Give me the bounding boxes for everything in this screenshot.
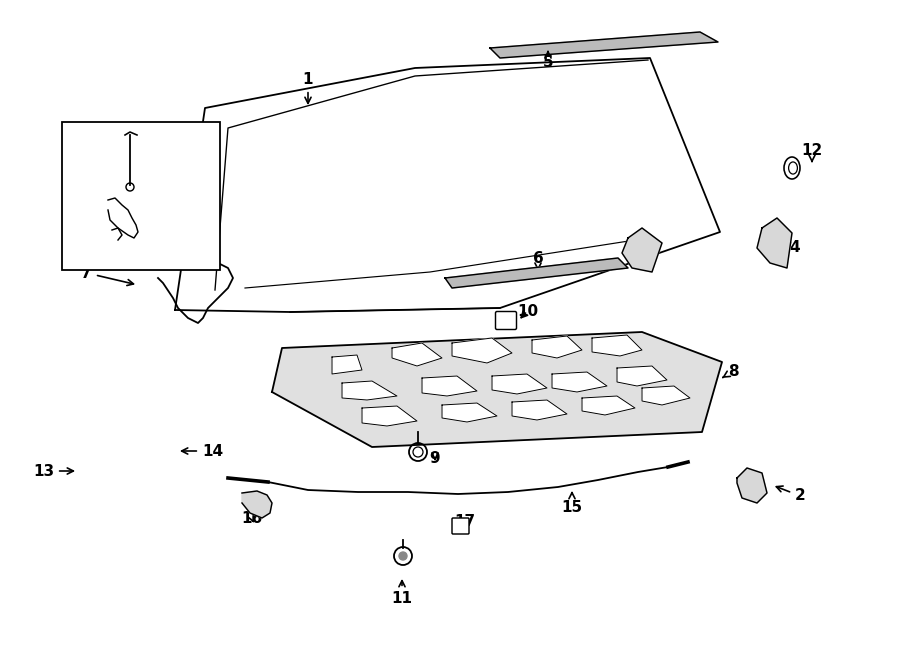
Text: 13: 13 <box>33 463 74 479</box>
Polygon shape <box>362 406 417 426</box>
FancyBboxPatch shape <box>496 311 517 329</box>
Text: 2: 2 <box>777 486 806 504</box>
Polygon shape <box>392 343 442 366</box>
Text: 10: 10 <box>517 303 538 319</box>
Text: 5: 5 <box>543 52 553 70</box>
Polygon shape <box>445 258 628 288</box>
Polygon shape <box>642 386 690 405</box>
Text: 12: 12 <box>801 143 823 161</box>
Polygon shape <box>272 332 722 447</box>
Text: 14: 14 <box>182 444 223 459</box>
Polygon shape <box>332 355 362 374</box>
Ellipse shape <box>784 157 800 179</box>
Text: 1: 1 <box>302 72 313 103</box>
Text: 6: 6 <box>533 251 544 270</box>
Text: 3: 3 <box>644 248 655 263</box>
Polygon shape <box>592 335 642 356</box>
Text: 8: 8 <box>723 364 739 379</box>
Ellipse shape <box>788 162 797 174</box>
Polygon shape <box>490 32 718 58</box>
Polygon shape <box>737 468 767 503</box>
Polygon shape <box>242 491 272 518</box>
Text: 9: 9 <box>429 451 440 466</box>
Polygon shape <box>342 381 397 400</box>
Polygon shape <box>422 376 477 396</box>
Circle shape <box>399 552 407 560</box>
Polygon shape <box>452 338 512 363</box>
Polygon shape <box>757 218 792 268</box>
Polygon shape <box>492 374 547 394</box>
Text: 7: 7 <box>81 266 133 286</box>
Polygon shape <box>442 403 497 422</box>
Polygon shape <box>552 372 607 392</box>
Bar <box>62 122 220 270</box>
Polygon shape <box>512 400 567 420</box>
Polygon shape <box>532 336 582 358</box>
Text: 17: 17 <box>454 514 475 531</box>
Polygon shape <box>582 396 635 415</box>
Polygon shape <box>622 228 662 272</box>
Text: 15: 15 <box>562 492 582 515</box>
Text: 11: 11 <box>392 580 412 606</box>
Text: 4: 4 <box>784 240 800 255</box>
Polygon shape <box>617 366 667 386</box>
FancyBboxPatch shape <box>452 518 469 534</box>
Text: 16: 16 <box>241 511 263 526</box>
